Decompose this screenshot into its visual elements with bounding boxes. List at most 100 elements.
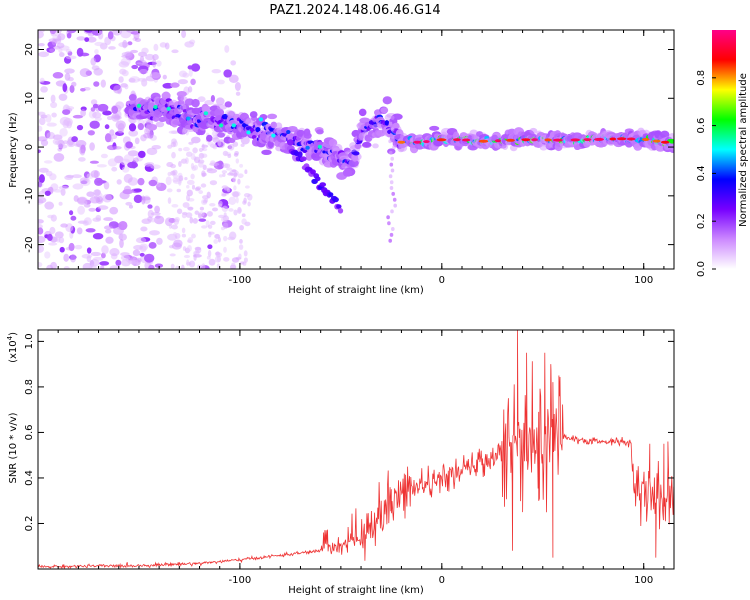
noise-blob	[178, 179, 182, 186]
noise-blob	[109, 248, 120, 257]
noise-blob	[88, 207, 96, 212]
noise-blob	[122, 39, 128, 49]
noise-blob	[70, 215, 77, 221]
chart-title: PAZ1.2024.148.06.46.G14	[269, 3, 440, 18]
noise-blob	[171, 138, 177, 145]
ridge-halo	[249, 111, 258, 118]
noise-blob	[201, 172, 207, 177]
ridge-halo	[224, 101, 232, 108]
noise-blob	[242, 200, 247, 205]
noise-blob	[84, 30, 94, 33]
noise-blob	[118, 220, 128, 231]
noise-blob	[38, 125, 43, 132]
noise-blob	[69, 210, 74, 216]
ridge-peak	[553, 138, 563, 142]
noise-blob	[186, 194, 190, 202]
noise-blob	[38, 111, 46, 116]
tail-mark	[390, 156, 395, 161]
noise-blob	[206, 255, 211, 260]
ridge-halo	[216, 97, 225, 106]
noise-blob	[74, 143, 81, 147]
noise-blob	[149, 72, 161, 79]
noise-blob	[48, 242, 58, 246]
noise-blob	[230, 60, 237, 66]
noise-blob	[48, 38, 59, 43]
noise-blob	[181, 233, 187, 238]
noise-blob	[50, 101, 58, 109]
noise-blob	[39, 77, 45, 83]
noise-blob	[71, 136, 78, 143]
noise-blob	[90, 57, 97, 66]
noise-blob	[188, 68, 193, 77]
noise-blob	[218, 214, 225, 219]
ridge-peak	[494, 139, 501, 143]
tail-mark	[389, 232, 394, 237]
snr-y-axis-label: SNR (10 * v/v)	[8, 412, 19, 483]
ridge-peak	[305, 145, 310, 150]
noise-blob	[84, 37, 90, 42]
ridge-halo	[217, 132, 226, 138]
noise-blob	[213, 239, 219, 244]
ridge-halo	[206, 134, 213, 142]
noise-blob	[140, 226, 148, 232]
noise-blob	[107, 31, 114, 40]
noise-blob	[86, 191, 95, 198]
x-tick-label: 0	[439, 275, 445, 286]
noise-blob	[118, 61, 130, 68]
noise-blob	[111, 105, 118, 114]
noise-blob	[206, 211, 213, 217]
ridge-peak	[203, 111, 209, 116]
noise-blob	[89, 160, 99, 164]
noise-blob	[62, 109, 71, 115]
noise-blob	[216, 160, 224, 170]
noise-blob	[80, 88, 86, 92]
noise-blob	[65, 55, 77, 60]
ridge-peak	[461, 138, 471, 142]
noise-blob	[53, 45, 61, 50]
noise-blob	[178, 70, 188, 78]
noise-blob	[103, 217, 114, 222]
noise-blob	[38, 167, 49, 173]
noise-blob	[90, 251, 102, 257]
noise-blob	[94, 116, 102, 121]
noise-blob	[175, 265, 180, 269]
x-tick-label: -100	[229, 275, 252, 286]
noise-blob	[223, 69, 232, 78]
spectrogram-y-axis-label: Frequency (Hz)	[8, 112, 19, 188]
noise-blob	[77, 205, 86, 215]
noise-blob	[198, 161, 204, 168]
noise-blob	[94, 49, 99, 55]
noise-blob	[237, 178, 241, 185]
noise-blob	[60, 223, 68, 228]
noise-blob	[209, 203, 216, 207]
noise-blob	[231, 169, 237, 173]
noise-blob	[187, 86, 193, 93]
noise-blob	[111, 146, 122, 150]
ridge-peak	[246, 130, 251, 135]
noise-blob	[183, 254, 191, 259]
ridge-halo	[261, 149, 272, 155]
branch-mark	[297, 151, 303, 158]
noise-blob	[38, 227, 44, 235]
noise-blob	[145, 162, 155, 166]
noise-blob	[38, 174, 45, 184]
noise-blob	[79, 68, 91, 78]
noise-blob	[202, 195, 209, 200]
noise-blob	[44, 251, 51, 259]
noise-blob	[76, 124, 84, 131]
tail-mark	[390, 209, 394, 214]
noise-blob	[167, 197, 172, 204]
tail-mark	[386, 215, 390, 220]
ridge-peak	[570, 138, 581, 142]
tail-mark	[388, 174, 393, 179]
noise-blob	[197, 213, 203, 219]
noise-blob	[181, 227, 186, 234]
noise-blob	[190, 173, 195, 180]
noise-blob	[186, 184, 190, 189]
noise-blob	[97, 30, 104, 40]
noise-blob	[211, 69, 222, 74]
noise-blob	[53, 153, 65, 162]
noise-blob	[112, 30, 123, 36]
noise-blob	[139, 243, 148, 251]
noise-blob	[178, 175, 184, 181]
